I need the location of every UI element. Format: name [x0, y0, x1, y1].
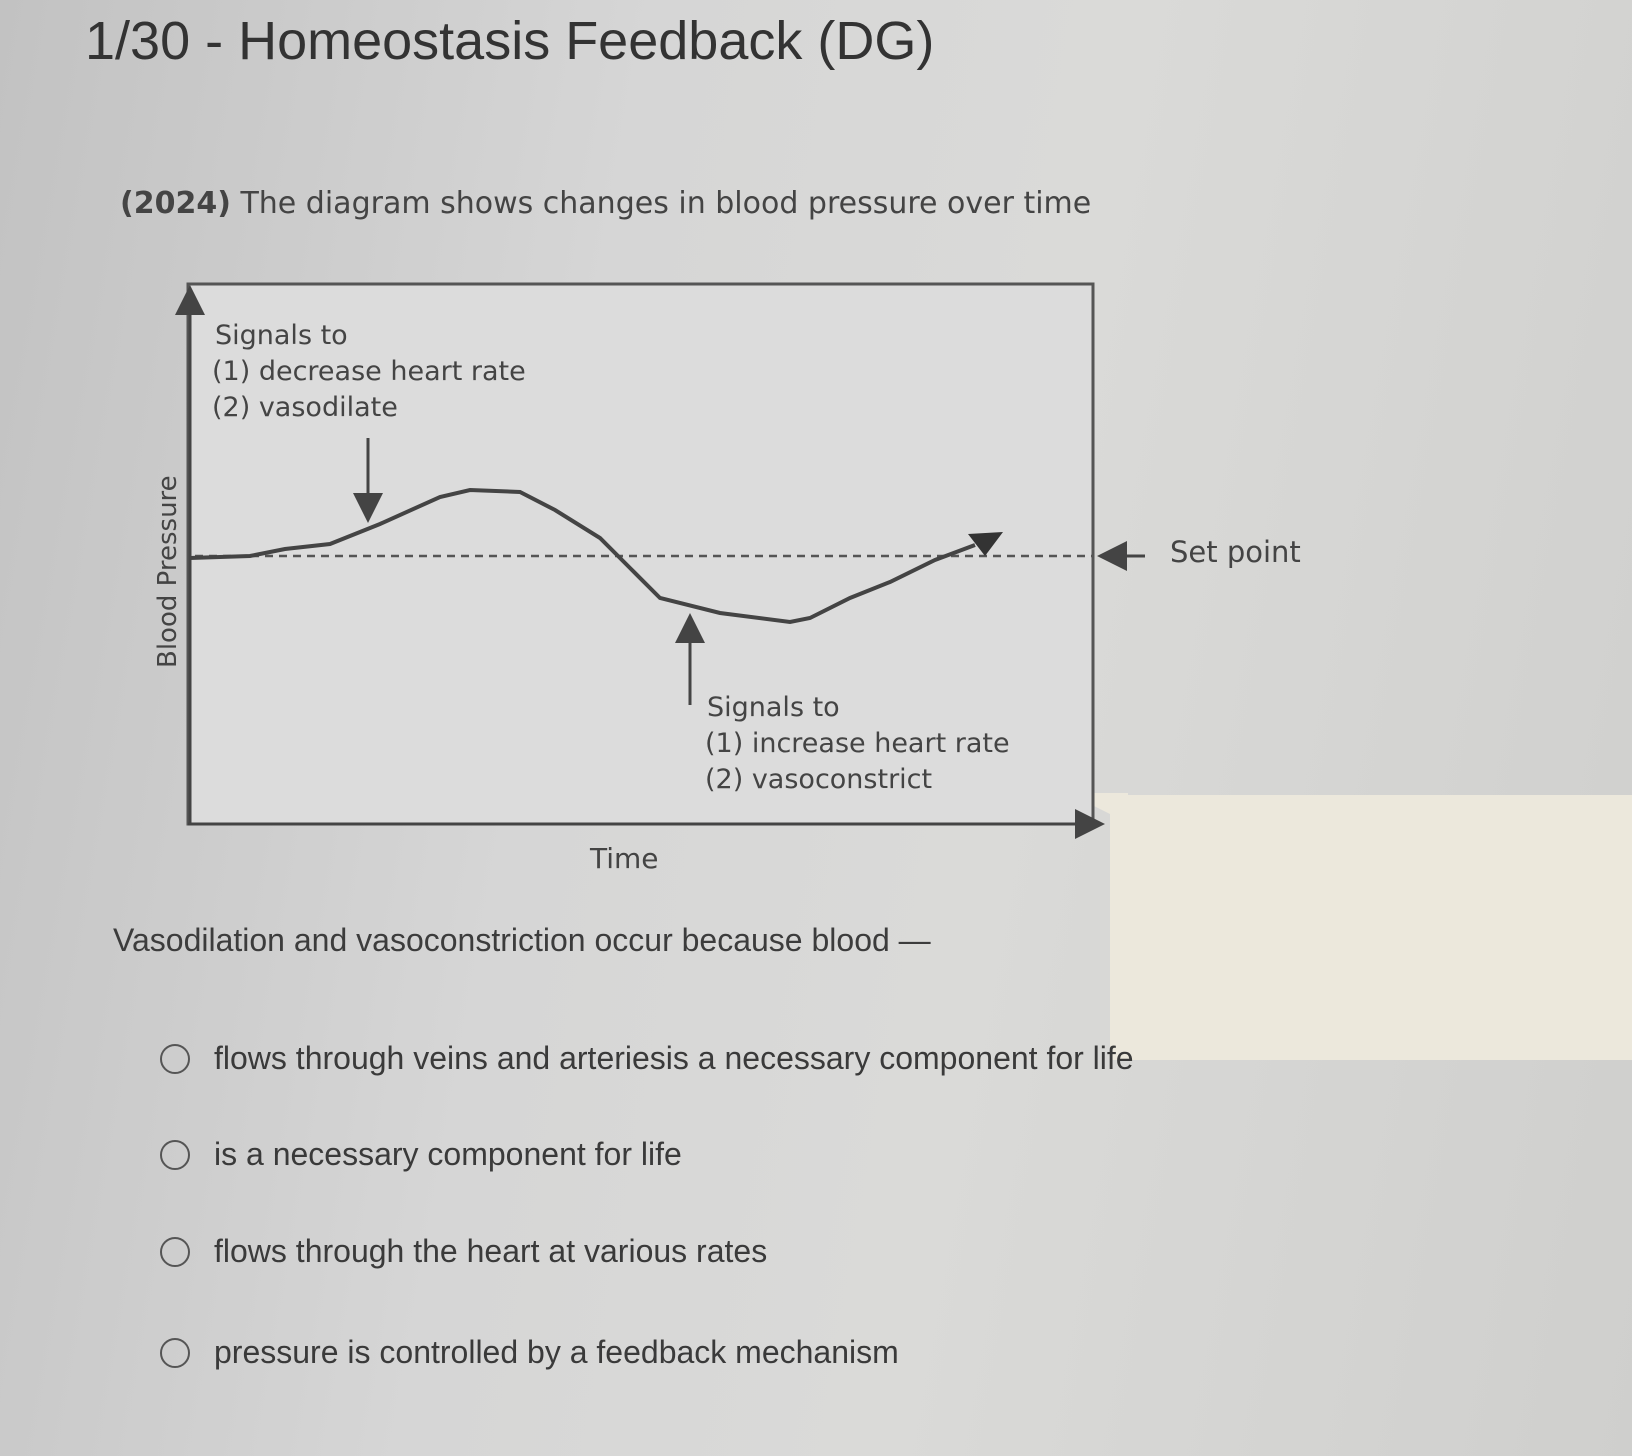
lower-annotation-line: (2) vasoconstrict: [705, 764, 932, 795]
radio-button[interactable]: [160, 1337, 190, 1368]
answer-option[interactable]: flows through the heart at various rates: [160, 1233, 767, 1270]
diagram-frame: [186, 282, 1095, 826]
answer-option-label: is a necessary component for life: [214, 1136, 682, 1172]
answer-option[interactable]: flows through veins and arteriesis a nec…: [160, 1040, 1134, 1077]
radio-button[interactable]: [160, 1139, 190, 1170]
answer-option[interactable]: is a necessary component for life: [160, 1136, 682, 1173]
x-axis-label: Time: [589, 842, 659, 875]
y-axis-label: Blood Pressure: [153, 475, 183, 668]
upper-annotation-line: Signals to: [215, 320, 348, 351]
screen-glare: [1110, 795, 1632, 1060]
upper-annotation-line: (2) vasodilate: [212, 392, 398, 423]
question-intro: (2024) The diagram shows changes in bloo…: [120, 186, 1091, 221]
lower-annotation-line: Signals to: [707, 692, 840, 723]
curve-arrowhead: [968, 532, 1003, 556]
radio-button[interactable]: [160, 1236, 190, 1267]
answer-option[interactable]: pressure is controlled by a feedback mec…: [160, 1334, 899, 1371]
question-year: (2024): [120, 186, 231, 221]
question-intro-text: The diagram shows changes in blood press…: [240, 186, 1092, 221]
answer-option-label: flows through the heart at various rates: [214, 1233, 768, 1269]
answer-option-label: flows through veins and arteriesis a nec…: [214, 1040, 1134, 1076]
upper-annotation-line: (1) decrease heart rate: [212, 356, 526, 387]
blood-pressure-diagram: Set point Signals to (1) decrease heart …: [153, 282, 1301, 875]
radio-button[interactable]: [160, 1043, 190, 1074]
answer-option-label: pressure is controlled by a feedback mec…: [214, 1334, 899, 1370]
pressure-curve: [189, 487, 976, 625]
lower-annotation-line: (1) increase heart rate: [705, 728, 1010, 759]
page-title: 1/30 - Homeostasis Feedback (DG): [85, 11, 935, 71]
set-point-label: Set point: [1170, 535, 1301, 569]
question-stem: Vasodilation and vasoconstriction occur …: [113, 922, 931, 958]
